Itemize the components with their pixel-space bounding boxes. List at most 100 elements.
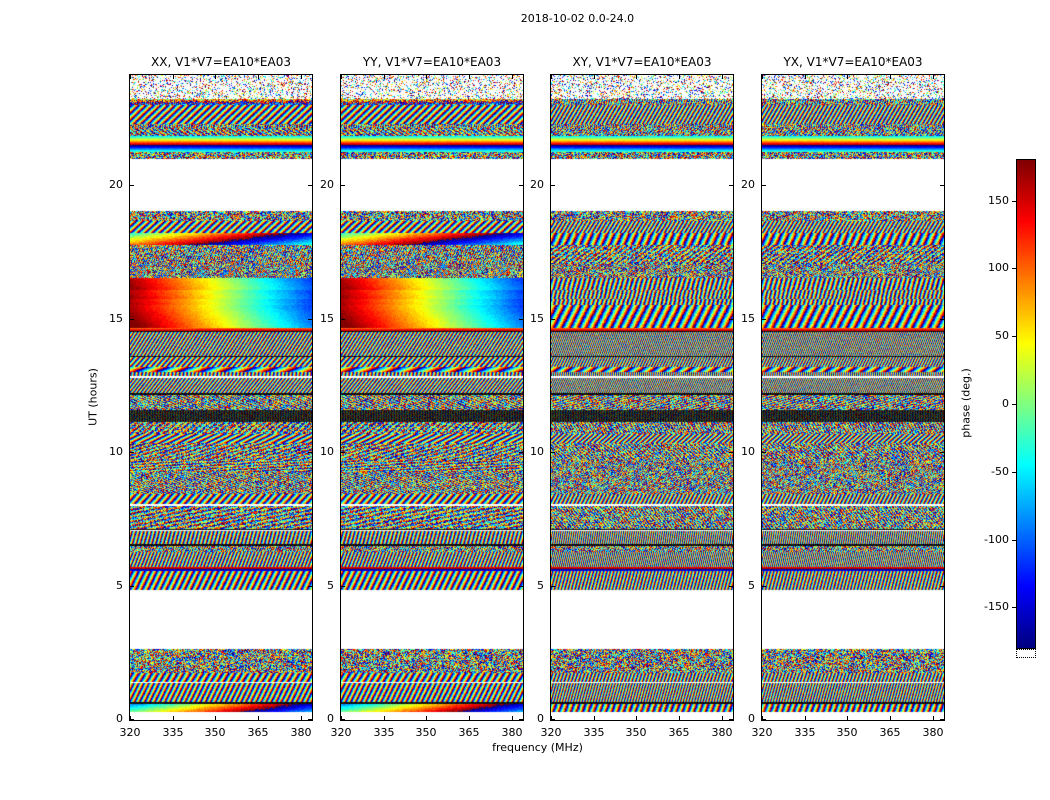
y-tick-label: 5 — [327, 579, 334, 592]
y-tick — [308, 185, 312, 186]
y-tick — [940, 185, 944, 186]
y-tick — [729, 319, 733, 320]
x-tick — [384, 716, 385, 720]
x-tick — [679, 716, 680, 720]
y-tick-label: 15 — [320, 312, 334, 325]
y-tick — [130, 185, 134, 186]
y-tick — [551, 185, 555, 186]
x-tick — [426, 75, 427, 79]
x-tick — [890, 716, 891, 720]
y-tick — [308, 719, 312, 720]
heatmap-canvas-xx — [130, 75, 312, 720]
y-tick — [762, 452, 766, 453]
y-tick-label: 5 — [748, 579, 755, 592]
y-tick-label: 0 — [327, 712, 334, 725]
panel-xy — [550, 74, 734, 721]
x-tick-label: 380 — [290, 726, 312, 739]
colorbar-tick — [1012, 607, 1016, 608]
panel-yx — [761, 74, 945, 721]
x-tick-label: 320 — [330, 726, 352, 739]
colorbar-tick-label: -100 — [984, 533, 1009, 546]
heatmap-canvas-yx — [762, 75, 944, 720]
y-tick — [130, 586, 134, 587]
x-tick — [551, 716, 552, 720]
x-tick-label: 335 — [162, 726, 184, 739]
x-tick-label: 380 — [501, 726, 523, 739]
x-tick — [551, 75, 552, 79]
y-tick — [762, 586, 766, 587]
y-tick-label: 20 — [530, 178, 544, 191]
x-tick — [679, 75, 680, 79]
x-tick — [258, 75, 259, 79]
y-tick-label: 10 — [109, 445, 123, 458]
x-tick — [512, 716, 513, 720]
panel-title-xx: XX, V1*V7=EA10*EA03 — [151, 55, 291, 69]
y-tick-label: 20 — [109, 178, 123, 191]
panel-title-xy: XY, V1*V7=EA10*EA03 — [572, 55, 712, 69]
y-tick — [551, 319, 555, 320]
colorbar-tick-label: -50 — [991, 465, 1009, 478]
colorbar-tick — [1012, 540, 1016, 541]
y-tick-label: 15 — [530, 312, 544, 325]
x-tick — [762, 75, 763, 79]
x-tick — [173, 716, 174, 720]
colorbar-tick — [1012, 268, 1016, 269]
y-tick — [551, 452, 555, 453]
y-tick — [341, 719, 345, 720]
y-tick — [130, 319, 134, 320]
y-tick — [519, 719, 523, 720]
figure-title: 2018-10-02 0.0-24.0 — [520, 12, 635, 25]
y-tick-label: 15 — [109, 312, 123, 325]
colorbar-tick-label: 100 — [988, 261, 1009, 274]
x-tick-label: 365 — [458, 726, 480, 739]
x-tick — [722, 75, 723, 79]
x-tick — [341, 716, 342, 720]
y-tick — [729, 185, 733, 186]
y-tick — [729, 452, 733, 453]
colorbar-tick — [1012, 201, 1016, 202]
x-tick — [847, 75, 848, 79]
y-tick — [519, 319, 523, 320]
y-tick — [940, 586, 944, 587]
x-tick-label: 365 — [247, 726, 269, 739]
y-tick-label: 5 — [116, 579, 123, 592]
colorbar-label: phase (deg.) — [959, 368, 973, 438]
y-tick-label: 0 — [116, 712, 123, 725]
y-tick — [940, 719, 944, 720]
y-tick — [762, 185, 766, 186]
y-tick-label: 15 — [741, 312, 755, 325]
y-tick-label: 20 — [320, 178, 334, 191]
y-tick-label: 5 — [537, 579, 544, 592]
x-tick-label: 365 — [668, 726, 690, 739]
y-tick-label: 0 — [537, 712, 544, 725]
x-tick — [594, 716, 595, 720]
x-tick — [512, 75, 513, 79]
x-tick — [301, 716, 302, 720]
x-tick — [426, 716, 427, 720]
colorbar-tick-label: 150 — [988, 194, 1009, 207]
x-tick-label: 380 — [711, 726, 733, 739]
colorbar — [1016, 159, 1036, 649]
x-tick — [215, 75, 216, 79]
y-tick — [341, 452, 345, 453]
x-tick — [341, 75, 342, 79]
x-tick-label: 350 — [204, 726, 226, 739]
x-tick — [594, 75, 595, 79]
y-tick — [130, 719, 134, 720]
x-tick — [384, 75, 385, 79]
x-tick-label: 365 — [879, 726, 901, 739]
x-tick — [890, 75, 891, 79]
colorbar-tick — [1012, 404, 1016, 405]
y-tick — [762, 319, 766, 320]
colorbar-tick-label: -150 — [984, 600, 1009, 613]
colorbar-canvas — [1017, 160, 1035, 648]
y-tick — [729, 586, 733, 587]
x-tick-label: 335 — [373, 726, 395, 739]
x-tick — [130, 75, 131, 79]
y-tick-label: 0 — [748, 712, 755, 725]
y-tick — [762, 719, 766, 720]
colorbar-tick-label: 50 — [995, 329, 1009, 342]
heatmap-canvas-yy — [341, 75, 523, 720]
x-axis-label: frequency (MHz) — [492, 741, 583, 754]
y-tick-label: 10 — [741, 445, 755, 458]
